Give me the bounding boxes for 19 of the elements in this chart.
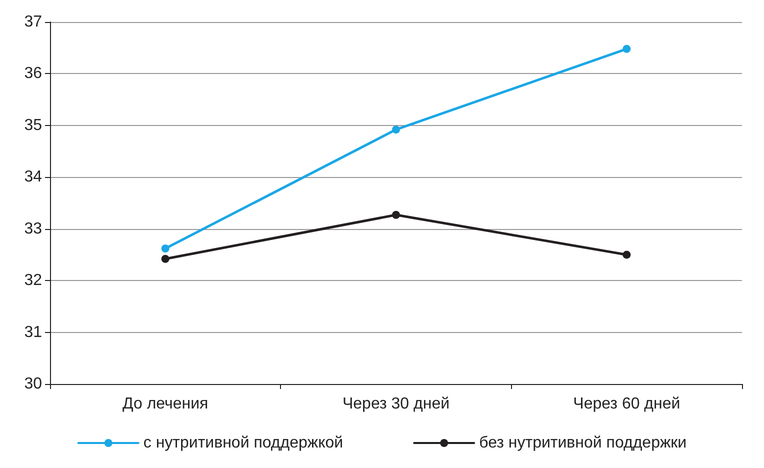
point [622,44,631,53]
point [161,254,170,263]
point [161,244,170,253]
x-tick-label: До лечения [122,396,208,412]
point [622,250,631,259]
legend-label: без нутритивной поддержки [479,434,687,452]
y-tick-label: 35 [24,116,42,134]
y-tick-label: 31 [24,324,42,341]
y-tick-label: 36 [24,65,42,82]
y-tick-label: 34 [24,168,42,186]
x-tick-label: Через 30 дней [342,396,450,412]
y-tick-label: 30 [24,376,42,392]
y-tick-label: 32 [24,272,42,290]
y-tick-label: 33 [24,220,42,238]
point [392,210,400,219]
y-tick-label: 37 [24,14,42,30]
point [392,126,400,134]
legend-label: с нутритивной поддержкой [143,434,344,452]
x-tick-label: Через 60 дней [573,396,680,412]
